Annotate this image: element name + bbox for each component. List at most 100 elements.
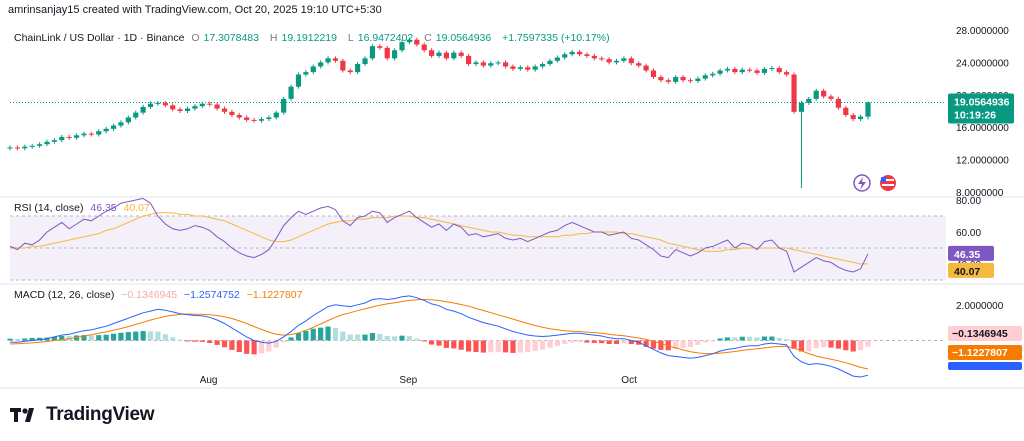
candle-body [865, 102, 871, 117]
candle-body [510, 66, 516, 69]
candle-up [81, 131, 87, 138]
candle-up [436, 50, 442, 58]
candle-body [539, 64, 546, 67]
candle-down [576, 49, 583, 57]
signal-tag-text: −1.1227807 [952, 347, 1008, 359]
macd-histogram-bar [769, 336, 775, 341]
candle-down [687, 78, 694, 84]
candle-up [554, 55, 560, 63]
macd-histogram-bar [761, 336, 768, 341]
candle-up [192, 104, 198, 111]
tradingview-logo-icon [10, 408, 34, 422]
macd-histogram-bar [495, 340, 501, 352]
macd-histogram-bar [414, 338, 420, 341]
macd-histogram-bar [273, 340, 279, 348]
candle-up [51, 138, 57, 144]
candle-body [377, 46, 383, 48]
macd-histogram-bar [584, 340, 590, 343]
candle-up [29, 143, 35, 149]
candle-up [724, 66, 731, 73]
candle-body [303, 72, 309, 75]
symbol-label[interactable]: ChainLink / US Dollar · 1D · Binance [14, 32, 185, 44]
rsi-value: 46.35 [90, 202, 117, 214]
candle-down [628, 56, 634, 66]
candle-down [14, 145, 20, 151]
candle-down [732, 66, 738, 75]
candle-up [695, 76, 701, 84]
rsi-name[interactable]: RSI (14, close) [14, 202, 84, 214]
candle-down [850, 113, 856, 122]
macd-histogram-bar [281, 340, 287, 343]
macd-histogram-bar [710, 340, 716, 342]
candle-body [599, 58, 605, 60]
candle-body [673, 76, 679, 82]
macd-histogram-bar [332, 327, 339, 341]
candle-body [776, 68, 782, 73]
candle-body [332, 58, 339, 61]
candle-up [495, 60, 501, 66]
candle-body [96, 131, 102, 135]
candle-body [547, 60, 553, 65]
close-value: 19.0564936 [435, 32, 492, 44]
candle-down [591, 53, 597, 61]
candle-up [532, 64, 538, 72]
candle-body [281, 98, 287, 113]
candle-body [207, 103, 213, 105]
macd-histogram-bar [747, 336, 753, 341]
macd-histogram-bar [355, 334, 361, 341]
candle-down [510, 64, 516, 71]
candle-up [702, 73, 708, 81]
candle-body [591, 55, 597, 59]
candle-body [251, 119, 257, 121]
candle-down [214, 102, 220, 111]
countdown-value: 10:19:26 [954, 109, 996, 121]
candle-up [44, 139, 50, 147]
macd-histogram-bar [110, 333, 117, 341]
candle-body [724, 68, 731, 71]
candle-up [673, 74, 679, 84]
candle-body [177, 109, 183, 111]
candle-body [44, 141, 50, 145]
open-value: 17.3078483 [203, 32, 259, 44]
rsi-tag-text: 46.35 [954, 249, 980, 261]
candle-body [502, 62, 509, 67]
candle-down [443, 50, 449, 61]
candle-up [806, 96, 812, 105]
candle-body [806, 98, 812, 103]
macd-histogram-bar [199, 340, 205, 342]
candle-down [347, 68, 353, 75]
candle-body [495, 62, 501, 64]
candle-body [525, 67, 531, 70]
macd-histogram-bar [480, 340, 486, 353]
macd-histogram-bar [599, 340, 605, 344]
candle-body [236, 115, 242, 118]
candle-up [266, 115, 272, 122]
candle-up [303, 70, 309, 77]
candle-down [843, 105, 849, 118]
macd-histogram-bar [562, 340, 568, 345]
candle-down [643, 63, 649, 73]
candle-up [451, 50, 457, 61]
macd-tick-label: 2.0000000 [956, 301, 1004, 312]
candle-up [362, 56, 368, 67]
candle-down [680, 74, 686, 83]
candle-body [858, 116, 864, 120]
candle-up [392, 48, 398, 61]
candle-down [828, 94, 834, 101]
candle-up [96, 129, 102, 137]
macd-histogram-bar [118, 332, 124, 341]
candle-body [636, 63, 642, 66]
candle-down [525, 65, 531, 72]
macd-name[interactable]: MACD (12, 26, close) [14, 289, 115, 301]
candle-up [621, 56, 627, 63]
time-tick-label: Aug [200, 375, 218, 386]
candle-body [732, 68, 738, 73]
us-flag-canton [881, 177, 886, 182]
macd-value-tag [948, 326, 1022, 341]
candle-down [236, 113, 242, 120]
macd-histogram-bar [643, 340, 649, 347]
candle-body [429, 50, 435, 56]
candle-body [569, 51, 575, 55]
candle-up [295, 72, 302, 89]
